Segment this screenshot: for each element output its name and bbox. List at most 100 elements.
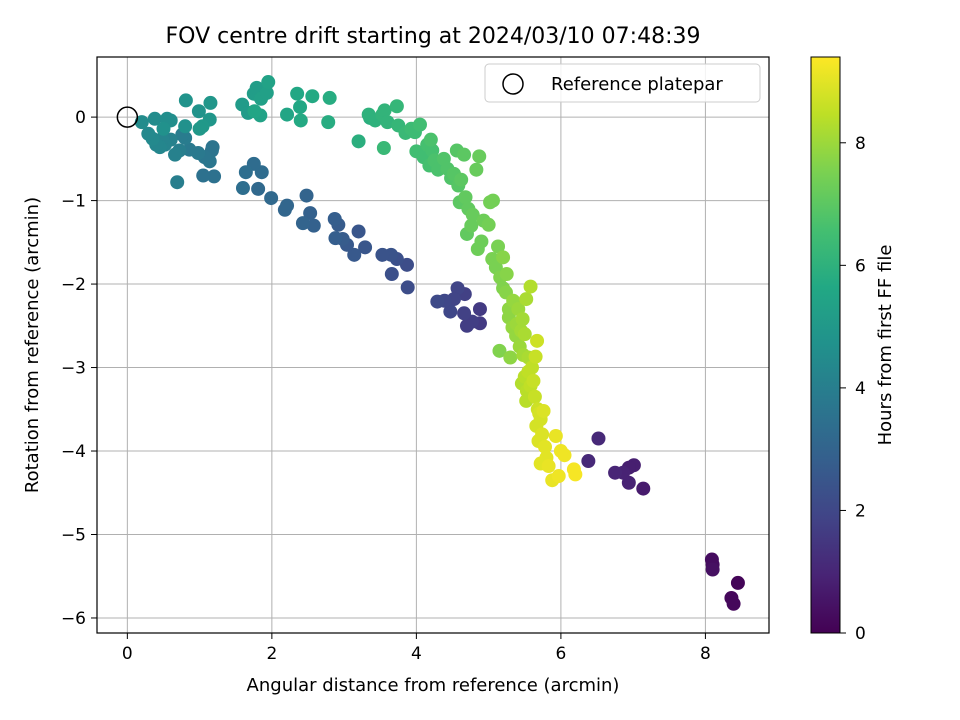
data-point	[299, 188, 314, 203]
data-point	[384, 267, 399, 282]
data-point	[530, 333, 545, 348]
data-point	[536, 403, 551, 418]
y-axis-label: Rotation from reference (arcmin)	[22, 197, 43, 493]
data-point	[519, 292, 534, 307]
data-point	[134, 115, 149, 130]
data-point	[191, 104, 206, 119]
data-point	[465, 207, 480, 222]
data-point	[481, 217, 496, 232]
colorbar-ticks: 0 2 4 6 8	[840, 134, 866, 644]
colorbar-label: Hours from first FF file	[875, 245, 896, 446]
legend-marker-icon	[502, 73, 524, 95]
colorbar-bar	[810, 56, 841, 634]
data-point	[705, 562, 720, 577]
data-point	[491, 239, 506, 254]
data-point	[524, 360, 539, 375]
colorbar-tick-label: 2	[855, 501, 866, 521]
data-point	[535, 427, 550, 442]
data-point	[450, 281, 465, 296]
data-point	[458, 190, 473, 205]
y-tick-label: −5	[61, 525, 86, 545]
data-point	[423, 132, 438, 147]
data-point	[376, 140, 391, 155]
data-point	[464, 218, 479, 233]
data-point	[568, 467, 583, 482]
data-point	[207, 169, 222, 184]
y-tick-label: −4	[61, 442, 86, 462]
data-point	[400, 280, 415, 295]
colorbar: 0 2 4 6 8 Hours from first FF file	[810, 56, 896, 644]
data-point	[328, 231, 343, 246]
data-point	[496, 250, 511, 265]
data-point	[321, 115, 336, 130]
data-point	[347, 247, 362, 262]
data-point	[548, 428, 563, 443]
data-point	[454, 172, 469, 187]
plot-frame	[96, 56, 770, 634]
legend: Reference platepar	[484, 63, 761, 103]
data-point	[351, 224, 366, 239]
data-point	[527, 389, 542, 404]
data-point	[457, 147, 472, 162]
data-point	[280, 107, 295, 122]
data-point	[485, 193, 500, 208]
scatter-points	[134, 75, 745, 611]
data-point	[608, 465, 623, 480]
data-point	[459, 318, 474, 333]
data-point	[412, 117, 427, 132]
data-point	[457, 306, 472, 321]
data-point	[492, 343, 507, 358]
data-point	[327, 211, 342, 226]
colorbar-tick-label: 8	[855, 134, 866, 154]
data-point	[503, 350, 518, 365]
data-point	[469, 162, 484, 177]
data-point	[293, 113, 308, 128]
y-tick-label: −6	[61, 609, 86, 629]
data-point	[730, 575, 745, 590]
data-point	[358, 240, 373, 255]
data-point	[238, 165, 253, 180]
data-point	[259, 85, 274, 100]
data-point	[389, 99, 404, 114]
data-point	[182, 142, 197, 157]
y-tick-label: −3	[61, 359, 86, 379]
data-point	[523, 279, 538, 294]
data-point	[251, 181, 266, 196]
data-point	[377, 103, 392, 118]
colorbar-tick-label: 0	[855, 624, 866, 644]
data-point	[443, 304, 458, 319]
data-point	[515, 312, 530, 327]
legend-label: Reference platepar	[551, 74, 723, 95]
data-point	[156, 121, 171, 136]
data-point	[303, 206, 318, 221]
data-point	[526, 373, 541, 388]
data-point	[541, 459, 556, 474]
data-point	[322, 90, 337, 105]
colorbar-tick-label: 6	[855, 256, 866, 276]
y-tick-label: −2	[61, 275, 86, 295]
chart-title: FOV centre drift starting at 2024/03/10 …	[166, 24, 701, 49]
data-point	[636, 481, 651, 496]
y-tick-label: 0	[75, 108, 86, 128]
data-point	[192, 121, 207, 136]
data-point	[306, 218, 321, 233]
data-point	[517, 327, 532, 342]
data-point	[375, 247, 390, 262]
data-point	[305, 89, 320, 104]
x-tick-label: 8	[700, 644, 711, 664]
data-point	[178, 93, 193, 108]
x-tick-label: 6	[555, 644, 566, 664]
data-point	[264, 191, 279, 206]
x-tick-label: 2	[266, 644, 277, 664]
reference-platepar-marker	[116, 106, 139, 128]
data-point	[295, 216, 310, 231]
colorbar-tick-label: 4	[855, 379, 866, 399]
data-point	[235, 181, 250, 196]
data-point	[293, 100, 308, 115]
data-point	[290, 86, 305, 101]
data-point	[472, 302, 487, 317]
axis-ticks: 0 2 4 6 8 0 −1 −2 −3 −4 −5 −6	[61, 108, 711, 664]
data-point	[247, 104, 262, 119]
data-point	[591, 431, 606, 446]
